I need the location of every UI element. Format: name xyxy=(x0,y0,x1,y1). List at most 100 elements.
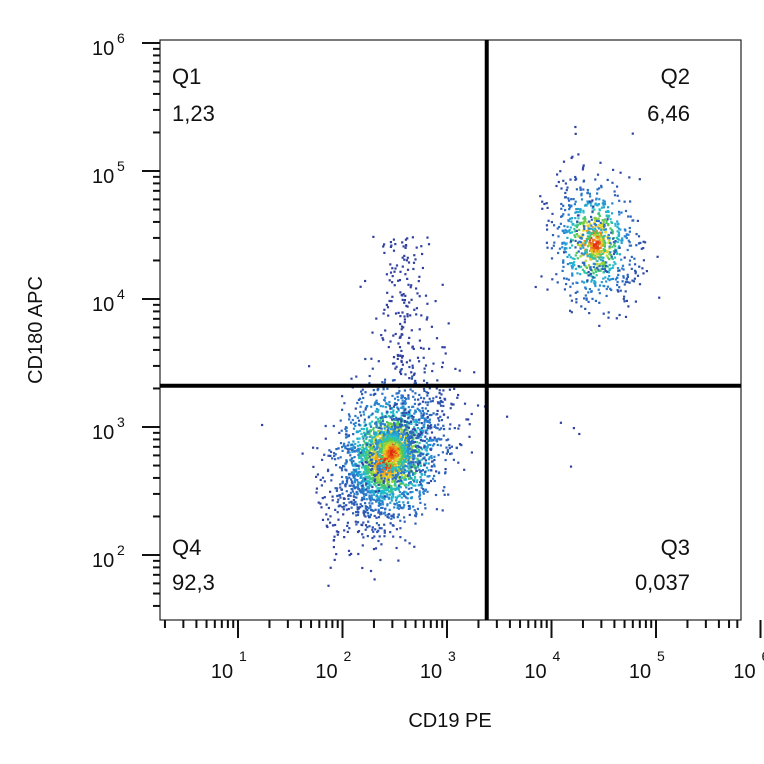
event-dot-q4 xyxy=(398,458,401,461)
event-dot-q4 xyxy=(362,486,365,489)
event-dot-q4 xyxy=(400,394,403,397)
event-dot-q2 xyxy=(602,236,605,239)
y-tick-exponent: 4 xyxy=(117,286,125,302)
event-dot-q2 xyxy=(601,202,604,205)
event-dot-q2 xyxy=(605,249,608,252)
event-dot-q1 xyxy=(408,377,411,380)
event-dot-q4 xyxy=(426,445,429,448)
event-dot-q4 xyxy=(408,474,411,477)
event-dot-q4 xyxy=(386,425,389,428)
event-dot-q1 xyxy=(402,293,405,296)
event-dot-q4 xyxy=(395,469,398,472)
event-dot-q4 xyxy=(414,382,417,385)
event-dot-q4 xyxy=(421,439,424,442)
event-dot-q4 xyxy=(395,546,398,550)
event-dot-q4 xyxy=(401,470,404,473)
event-dot-q4 xyxy=(378,433,381,436)
event-dot-q2 xyxy=(604,269,607,273)
event-dot-q2 xyxy=(627,233,630,236)
event-dot-q4 xyxy=(411,439,414,443)
event-dot-q2 xyxy=(601,228,604,231)
event-dot-q4 xyxy=(335,448,338,451)
event-dot-q4 xyxy=(380,477,383,480)
event-dot-q4 xyxy=(347,494,350,497)
event-dot-q4 xyxy=(357,423,361,426)
event-dot-q2 xyxy=(589,227,592,230)
event-dot-q2 xyxy=(567,230,570,233)
event-dot-q4 xyxy=(360,453,363,456)
event-dot-q4 xyxy=(379,416,382,419)
event-dot-q4 xyxy=(397,436,400,439)
event-dot-q4 xyxy=(388,469,391,472)
event-dot-q4 xyxy=(383,511,387,514)
event-dot-q4 xyxy=(391,462,395,465)
event-dot-q2 xyxy=(611,232,614,235)
event-dot-q4 xyxy=(381,459,384,462)
event-dot-q4 xyxy=(397,392,400,395)
event-dot-q4 xyxy=(443,397,446,400)
event-dot-q4 xyxy=(308,365,311,368)
event-dot-q4 xyxy=(439,396,442,399)
event-dot-q2 xyxy=(590,251,593,254)
event-dot-q2 xyxy=(558,225,561,229)
event-dot-q4 xyxy=(372,426,375,430)
event-dot-q4 xyxy=(427,443,430,447)
event-dot-q4 xyxy=(323,480,326,483)
event-dot-q4 xyxy=(395,441,398,444)
event-dot-q1 xyxy=(415,307,418,310)
event-dot-q4 xyxy=(378,458,381,461)
event-dot-q2 xyxy=(593,263,597,266)
event-dot-q1 xyxy=(405,361,408,364)
event-dot-q4 xyxy=(384,415,387,418)
event-dot-q2 xyxy=(584,243,587,246)
event-dot-q4 xyxy=(416,434,419,437)
event-dot-q2 xyxy=(613,194,617,197)
event-dot-q2 xyxy=(593,248,596,251)
event-dot-q4 xyxy=(391,477,394,480)
event-dot-q1 xyxy=(394,312,398,315)
event-dot-q4 xyxy=(343,442,346,445)
event-dot-q2 xyxy=(569,309,572,312)
event-dot-q4 xyxy=(404,447,407,450)
event-dot-q2 xyxy=(597,268,600,271)
event-dot-q4 xyxy=(418,433,422,436)
event-dot-q2 xyxy=(606,256,609,259)
event-dot-q4 xyxy=(381,443,384,446)
event-dot-q2 xyxy=(573,227,576,231)
event-dot-q4 xyxy=(408,464,411,467)
quadrant-value-q4: 92,3 xyxy=(172,570,215,595)
event-dot-q4 xyxy=(379,458,383,461)
event-dot-q2 xyxy=(625,233,628,236)
event-dot-q2 xyxy=(553,241,556,244)
event-dot-q4 xyxy=(440,393,443,396)
event-dot-q4 xyxy=(350,461,353,464)
event-dot-q4 xyxy=(382,312,385,315)
event-dot-q4 xyxy=(364,357,367,361)
event-dot-q4 xyxy=(397,447,400,450)
event-dot-q4 xyxy=(402,446,405,449)
event-dot-q4 xyxy=(400,368,403,371)
event-dot-q4 xyxy=(395,411,398,414)
event-dot-q4 xyxy=(344,485,347,488)
event-dot-q2 xyxy=(561,269,564,272)
event-dot-q4 xyxy=(441,361,444,364)
event-dot-q2 xyxy=(594,232,597,235)
event-dot-q2 xyxy=(605,254,608,257)
event-dot-q2 xyxy=(586,191,589,194)
event-dot-q4 xyxy=(383,426,386,429)
event-dot-q2 xyxy=(623,228,626,231)
event-dot-q4 xyxy=(327,454,330,457)
event-dot-q2 xyxy=(628,226,631,230)
event-dot-q4 xyxy=(440,399,443,402)
event-dot-q4 xyxy=(357,449,360,452)
event-dot-q4 xyxy=(348,501,351,504)
event-dot-q4 xyxy=(321,497,324,500)
event-dot-q4 xyxy=(327,584,330,587)
event-dot-q4 xyxy=(419,480,422,484)
event-dot-q4 xyxy=(403,411,406,414)
event-dot-q2 xyxy=(563,248,566,251)
event-dot-q2 xyxy=(598,214,601,217)
x-axis: 101102103104105106 xyxy=(163,620,764,683)
event-dot-q2 xyxy=(588,239,592,242)
event-dot-q2 xyxy=(598,292,601,295)
